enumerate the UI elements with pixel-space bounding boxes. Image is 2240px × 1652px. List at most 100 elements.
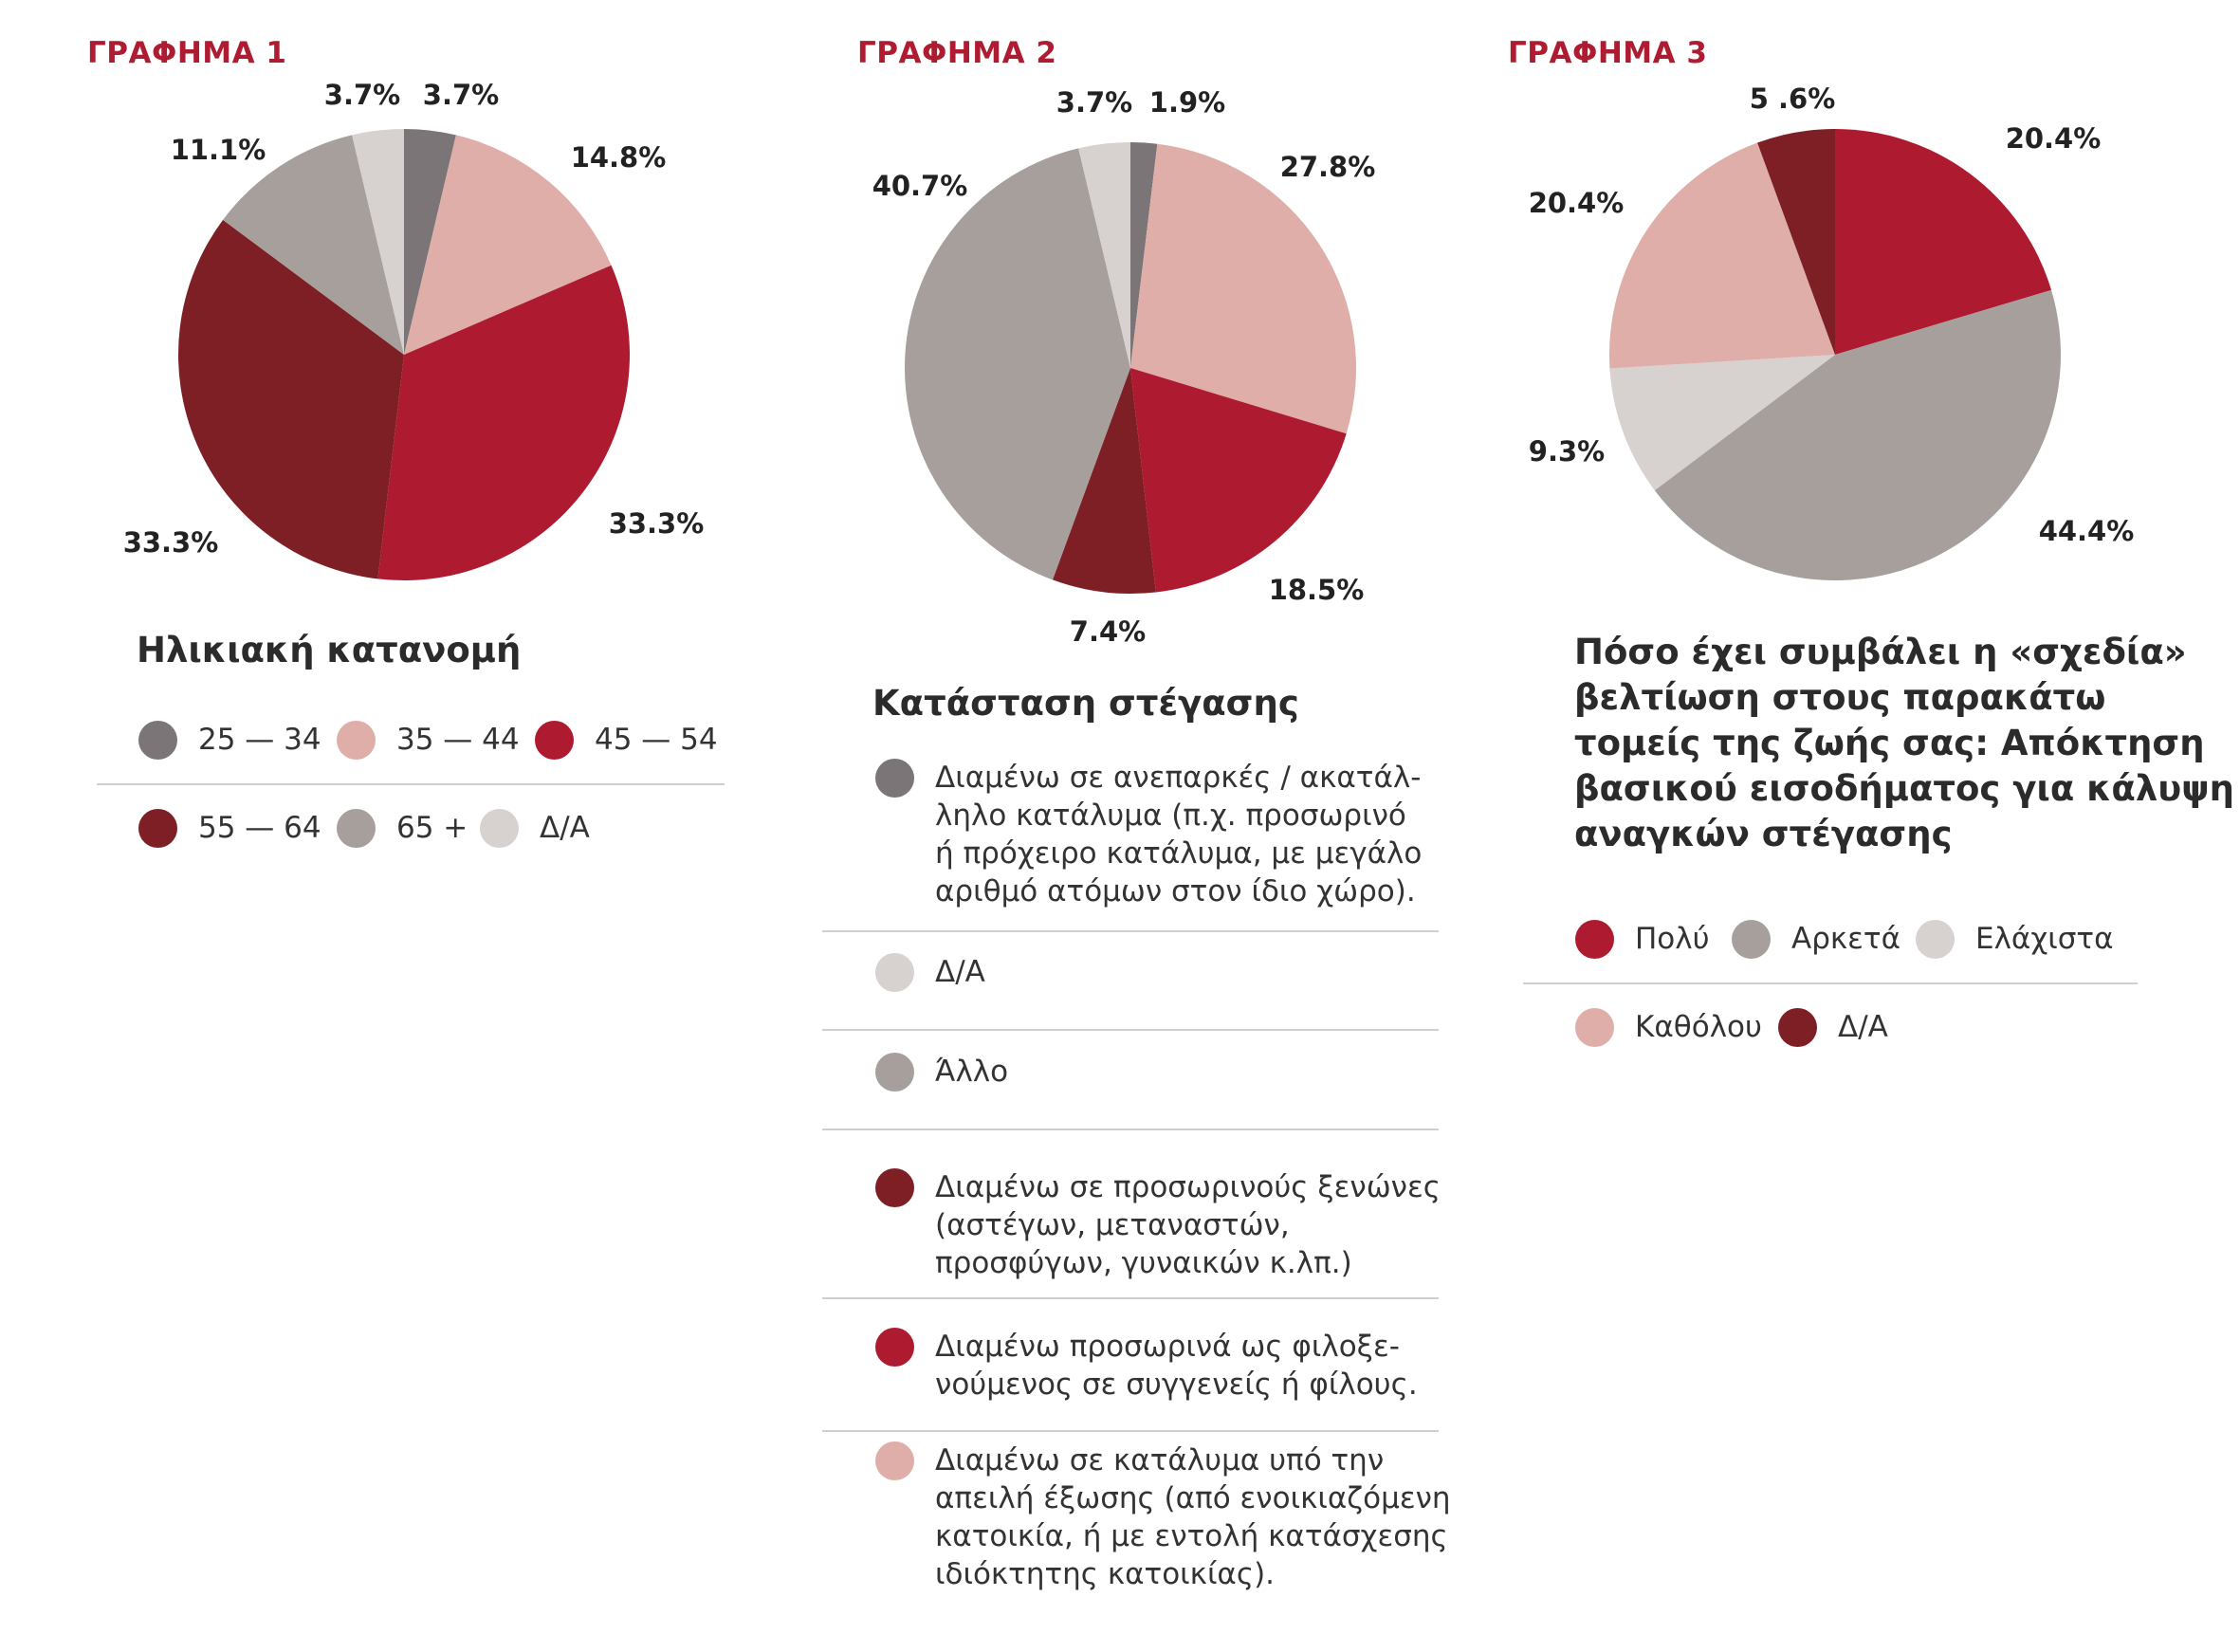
legend-swatch (1575, 920, 1614, 959)
legend-label: Δ/Α (540, 811, 590, 845)
legend-label-line: (αστέγων, μεταναστών, (935, 1208, 1290, 1242)
chart-title-line: βελτίωση στους παρακάτω (1574, 677, 2106, 718)
legend-item: Διαμένω σε προσωρινούς ξενώνες (αστέγων, … (875, 1168, 1441, 1282)
pie-slice (377, 265, 631, 581)
legend-label-line: νούμενος σε συγγενείς ή φίλους. (935, 1367, 1418, 1402)
chart-title: Ηλικιακή κατανομή (137, 630, 522, 670)
legend-divider (1523, 982, 2138, 984)
legend-item: 55 — 64 (138, 809, 321, 848)
legend-item: Δ/Α (875, 953, 985, 992)
legend-item: Αρκετά (1732, 920, 1900, 959)
legend-swatch (535, 721, 574, 760)
legend-swatch (480, 809, 519, 848)
legend-label: Δ/Α (1838, 1010, 1888, 1044)
pie-slice (404, 129, 456, 355)
chart-title-line: βασικού εισοδήματος για κάλυψη (1574, 768, 2234, 809)
legend-swatch (337, 721, 376, 760)
slice-value-label: 44.4% (2039, 515, 2135, 547)
legend-label: Αρκετά (1791, 922, 1901, 956)
pie-slice (1835, 129, 2052, 355)
pie-slice (177, 219, 404, 579)
slice-value-label: 14.8% (571, 141, 667, 174)
legend-label: 65 + (396, 811, 468, 845)
pie-slice (1052, 368, 1156, 594)
legend-label: 45 — 54 (595, 723, 718, 757)
slice-value-label: 18.5% (1269, 574, 1365, 606)
figure-label: ΓΡΑΦΗΜΑ 2 (857, 36, 1057, 70)
pie-slice (352, 129, 404, 355)
slice-value-label: 27.8% (1280, 151, 1376, 183)
legend-label-line: κατοικία, ή με εντολή κατάσχεσης (935, 1519, 1448, 1553)
slice-value-label: 1.9% (1149, 86, 1225, 119)
pie-slice (1130, 142, 1158, 368)
legend-divider (822, 1129, 1439, 1130)
legend-label: Διαμένω σε προσωρινούς ξενώνες (αστέγων, … (935, 1168, 1441, 1282)
slice-value-label: 3.7% (1056, 86, 1132, 119)
legend-label-line: Διαμένω σε κατάλυμα υπό την (935, 1443, 1385, 1478)
legend-swatch (875, 1168, 914, 1207)
pie-slice (1130, 143, 1356, 434)
legend-item: Καθόλου (1575, 1008, 1762, 1047)
legend-label-line: Διαμένω σε ανεπαρκές / ακατάλ- (935, 761, 1422, 795)
legend-swatch (875, 1328, 914, 1367)
slice-value-label: 33.3% (609, 507, 705, 540)
pie-slice (223, 135, 404, 355)
legend-swatch (875, 953, 914, 992)
legend-item: Διαμένω σε κατάλυμα υπό την απειλή έξωσης… (875, 1441, 1451, 1593)
chart-title-line: τομείς της ζωής σας: Απόκτηση (1574, 723, 2205, 763)
slice-value-label: 11.1% (171, 134, 266, 166)
slice-value-label: 20.4% (2006, 122, 2102, 155)
legend-label-line: ληλο κατάλυμα (π.χ. προσωρινό (935, 798, 1406, 833)
pie-chart: 3.7% 14.8% 33.3% 33.3% 11.1% 3.7% (123, 79, 705, 581)
legend-divider (97, 783, 725, 785)
legend-label-line: ή πρόχειρο κατάλυμα, με μεγάλο (935, 836, 1423, 871)
slice-value-label: 9.3% (1529, 435, 1605, 468)
legend-item: Πολύ (1575, 920, 1710, 959)
slice-value-label: 7.4% (1070, 615, 1146, 648)
legend-label-line: απειλή έξωσης (από ενοικιαζόμενη (935, 1481, 1451, 1515)
legend-divider (822, 1297, 1439, 1299)
pie-slice (404, 135, 612, 355)
legend-label: Διαμένω σε κατάλυμα υπό την απειλή έξωσης… (935, 1441, 1451, 1593)
legend-swatch (1916, 920, 1955, 959)
slice-value-label: 3.7% (324, 79, 400, 111)
legend-swatch (138, 721, 177, 760)
legend-item: 65 + (337, 809, 468, 848)
legend-label-line: αριθμό ατόμων στον ίδιο χώρο). (935, 874, 1416, 909)
legend-label-line: προσφύγων, γυναικών κ.λπ.) (935, 1246, 1352, 1280)
legend-item: Άλλο (875, 1053, 1008, 1092)
figure-label: ΓΡΑΦΗΜΑ 3 (1508, 36, 1708, 70)
chart-title: Πόσο έχει συμβάλει η «σχεδία» βελτίωση σ… (1574, 630, 2234, 857)
legend-swatch (1778, 1008, 1817, 1047)
legend-label-line: ιδιόκτητης κατοικίας). (935, 1557, 1276, 1591)
legend-item: Δ/Α (1778, 1008, 1888, 1047)
pie-slice (1757, 129, 1835, 355)
legend-divider (822, 1430, 1439, 1432)
slice-value-label: 40.7% (872, 170, 968, 202)
legend-swatch (1575, 1008, 1614, 1047)
legend-label: 35 — 44 (396, 723, 520, 757)
legend-item: Δ/Α (480, 809, 590, 848)
pie-slice (1078, 142, 1130, 368)
legend-item: 45 — 54 (535, 721, 718, 760)
legend-label: Δ/Α (935, 953, 985, 991)
legend-swatch (875, 759, 914, 798)
pie-slice (1130, 368, 1347, 593)
legend-label: Καθόλου (1635, 1010, 1762, 1044)
legend-swatch (875, 1441, 914, 1480)
legend-item: 35 — 44 (337, 721, 520, 760)
legend-label: Ελάχιστα (1975, 922, 2114, 956)
legend-label-line: Δ/Α (935, 955, 985, 989)
slice-value-label: 5 .6% (1750, 83, 1836, 115)
pie-chart: 20.4% 44.4% 9.3% 20.4% 5 .6% (1529, 83, 2135, 581)
legend-label-line: Διαμένω προσωρινά ως φιλοξε- (935, 1330, 1400, 1364)
legend-label: 25 — 34 (198, 723, 321, 757)
pie-slice (1609, 142, 1835, 369)
legend-label: Διαμένω προσωρινά ως φιλοξε-νούμενος σε … (935, 1328, 1418, 1404)
legend-label-line: Διαμένω σε προσωρινούς ξενώνες (935, 1170, 1441, 1204)
legend-label: Άλλο (935, 1053, 1008, 1091)
legend-swatch (138, 809, 177, 848)
legend-divider (822, 930, 1439, 932)
figure-label: ΓΡΑΦΗΜΑ 1 (87, 36, 287, 70)
legend-swatch (875, 1053, 914, 1092)
